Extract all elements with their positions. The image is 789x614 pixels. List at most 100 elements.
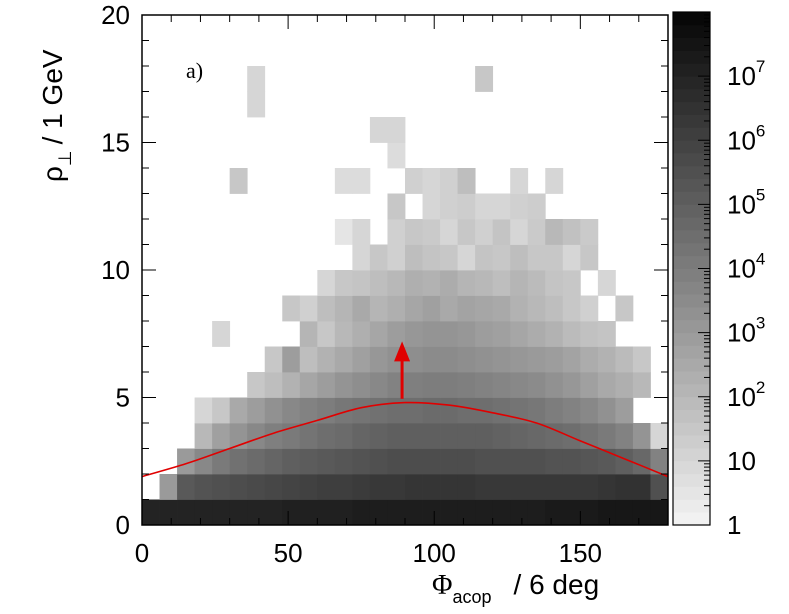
colorbar-band [673, 435, 710, 449]
heatmap-cell [422, 423, 441, 449]
heatmap-cell [369, 321, 388, 347]
heatmap-cell [177, 499, 195, 526]
colorbar-band [673, 88, 710, 103]
heatmap-cell [457, 244, 476, 271]
heatmap-cell [457, 372, 476, 398]
heatmap-cell [562, 219, 581, 245]
heatmap-cell [457, 193, 476, 220]
heatmap-cell [580, 372, 599, 398]
heatmap-cell [405, 219, 423, 245]
heatmap-cell [527, 193, 546, 220]
heatmap-cell [352, 321, 371, 347]
colorbar-band [673, 499, 710, 513]
heatmap-cell [369, 448, 388, 475]
heatmap-cell [194, 499, 213, 526]
heatmap-cell [457, 346, 476, 373]
heatmap-cell [405, 244, 423, 271]
heatmap-cell [545, 474, 564, 500]
y-axis-unit: / 1 GeV [37, 49, 68, 144]
colorbar-tick-label: 102 [727, 378, 765, 412]
heatmap-cell [264, 397, 283, 424]
heatmap-cell [405, 270, 423, 296]
heatmap-cell [527, 499, 546, 526]
heatmap-cell [299, 499, 318, 526]
heatmap-cell [422, 244, 441, 271]
x-tick-label: 100 [413, 538, 456, 568]
heatmap-cell [387, 397, 406, 424]
y-axis-subscript: ⊥ [55, 150, 75, 166]
heatmap-cell [369, 346, 388, 373]
heatmap-cell [264, 474, 283, 500]
heatmap-cell [334, 346, 353, 373]
red-curve [141, 401, 669, 478]
colorbar-band [673, 37, 710, 51]
heatmap-cell [457, 397, 476, 424]
heatmap-cell [457, 474, 476, 500]
heatmap-cell [597, 270, 616, 296]
heatmap-cell [562, 372, 581, 398]
heatmap-cell [334, 397, 353, 424]
heatmap-cell [352, 423, 371, 449]
heatmap-cell [650, 448, 669, 475]
heatmap-cell [282, 499, 301, 526]
heatmap-cell [229, 397, 248, 424]
y-tick-label: 5 [116, 383, 130, 413]
red-arrow [394, 341, 411, 399]
heatmap-cell [194, 474, 213, 500]
heatmap-cell [527, 321, 546, 347]
heatmap-cell [440, 346, 458, 373]
heatmap-cell [405, 474, 423, 500]
heatmap-cell [282, 448, 301, 475]
heatmap-cell [369, 499, 388, 526]
heatmap-cell [527, 448, 546, 475]
heatmap-cell [212, 321, 231, 347]
colorbar-band [673, 294, 710, 308]
heatmap-cell [580, 295, 599, 322]
heatmap-cell [299, 423, 318, 449]
heatmap-cell [422, 270, 441, 296]
heatmap-cell [352, 346, 371, 373]
heatmap-cell [527, 270, 546, 296]
heatmap-cell [299, 346, 318, 373]
heatmap-cell [387, 219, 406, 245]
heatmap-cell [562, 244, 581, 271]
heatmap-cell [510, 499, 529, 526]
heatmap-cell [597, 448, 616, 475]
heatmap-cell [387, 193, 406, 220]
heatmap-cell [352, 474, 371, 500]
heatmap-cell [405, 372, 423, 398]
heatmap-cell [282, 372, 301, 398]
heatmap-cell [317, 372, 336, 398]
heatmap-cell [492, 295, 511, 322]
x-tick-label: 50 [274, 538, 303, 568]
heatmap-cell [405, 423, 423, 449]
heatmap-cell [264, 423, 283, 449]
heatmap-cell [475, 423, 494, 449]
heatmap-cell [545, 423, 564, 449]
heatmap-cell [562, 270, 581, 296]
heatmap-cell [387, 142, 406, 169]
colorbar-band [673, 306, 710, 321]
heatmap-cell [510, 448, 529, 475]
heatmap-cell [422, 397, 441, 424]
colorbar-band [673, 114, 710, 128]
heatmap-cell [387, 321, 406, 347]
heatmap-cell [422, 448, 441, 475]
heatmap-cell [194, 448, 213, 475]
heatmap-cell [352, 295, 371, 322]
heatmap-cell [177, 474, 195, 500]
heatmap-cell [352, 448, 371, 475]
heatmap-cell [352, 244, 371, 271]
heatmap-cell [352, 372, 371, 398]
heatmap-cell [317, 499, 336, 526]
heatmap-cell [334, 474, 353, 500]
colorbar-band [673, 448, 710, 462]
heatmap-cell [317, 448, 336, 475]
heatmap-cell [405, 397, 423, 424]
heatmap-cell [562, 499, 581, 526]
heatmap-cell [334, 423, 353, 449]
colorbar-band [673, 63, 710, 77]
heatmap-cell [387, 423, 406, 449]
heatmap-cell [510, 193, 529, 220]
heatmap-cell [317, 346, 336, 373]
